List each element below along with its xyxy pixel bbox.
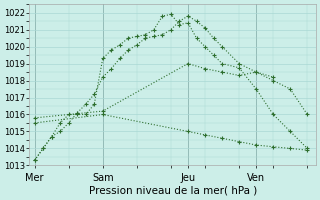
X-axis label: Pression niveau de la mer( hPa ): Pression niveau de la mer( hPa ) (89, 186, 257, 196)
